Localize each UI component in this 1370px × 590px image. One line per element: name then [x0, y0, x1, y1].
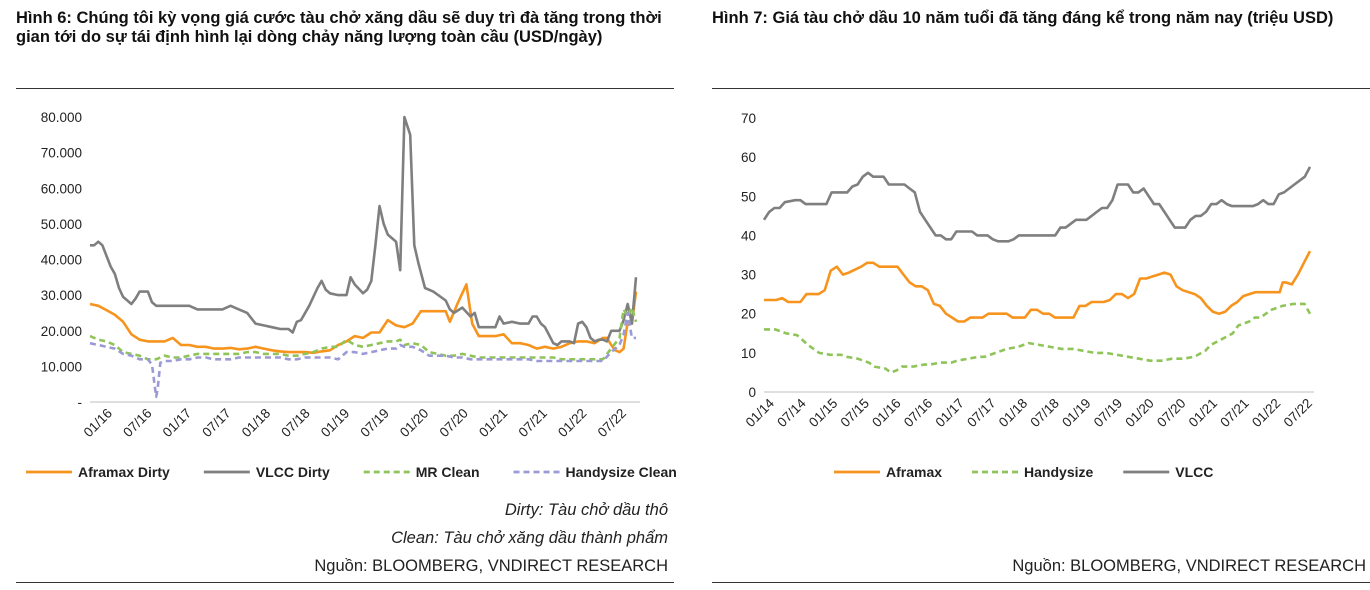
- fig6-x-tick-label: 01/19: [318, 406, 353, 441]
- figure-6-title: Hình 6: Chúng tôi kỳ vọng giá cước tàu c…: [16, 9, 662, 46]
- figure-7-chart: 0 10 20 30 40 50 60 70 01/1407/1401/1507/1501/16…: [741, 111, 1316, 480]
- fig6-series-line-vlcc-dirty: [90, 115, 638, 347]
- fig6-y-tick-label: 30.000: [41, 288, 82, 303]
- fig7-series-line-handysize: [764, 302, 1312, 374]
- fig6-legend-label-mr-clean: MR Clean: [416, 464, 480, 480]
- fig6-x-tick-label: 07/17: [199, 406, 234, 441]
- fig6-x-tick-label: 07/22: [595, 406, 630, 441]
- fig6-legend-label-vlcc-dirty: VLCC Dirty: [256, 464, 330, 480]
- fig6-y-tick-label: 70.000: [41, 146, 82, 161]
- fig7-x-tick-label: 01/20: [1122, 396, 1157, 431]
- fig6-y-tick-label: 60.000: [41, 181, 82, 196]
- fig7-x-tick-label: 07/19: [1091, 396, 1126, 431]
- fig6-series-line-mr-clean: [89, 306, 638, 361]
- figure-7-panel: Hình 7: Giá tàu chở dầu 10 năm tuổi đã t…: [712, 0, 1370, 590]
- dirty-note: Dirty: Tàu chở dầu thô: [504, 501, 668, 519]
- fig6-x-tick-label: 01/16: [81, 406, 116, 441]
- figure-6-chart: - 10.000 20.000 30.000 40.000 50.000 60.000 70.…: [26, 110, 677, 480]
- fig6-x-tick-label: 01/18: [239, 406, 274, 441]
- fig7-y-tick-label: 10: [741, 346, 756, 361]
- fig7-y-tick-label: 20: [741, 307, 756, 322]
- fig6-x-tick-label: 07/19: [357, 406, 392, 441]
- fig7-x-tick-label: 07/18: [1027, 396, 1062, 431]
- fig6-legend-label-handysize-clean: Handysize Clean: [566, 464, 677, 480]
- fig7-x-tick-label: 01/21: [1186, 396, 1221, 431]
- figure-6-source: Nguồn: BLOOMBERG, VNDIRECT RESEARCH: [314, 557, 668, 575]
- fig7-x-tick-label: 07/22: [1281, 396, 1316, 431]
- fig7-y-tick-label: 60: [741, 150, 756, 165]
- figure-7-top-rule: [712, 88, 1370, 89]
- fig7-legend-label-vlcc: VLCC: [1175, 464, 1213, 480]
- fig7-y-tick-label: 70: [741, 111, 756, 126]
- fig7-x-tick-label: 07/16: [901, 396, 936, 431]
- fig7-x-tick-label: 07/15: [838, 396, 873, 431]
- fig7-x-tick-label: 01/17: [932, 396, 967, 431]
- fig6-y-tick-label: 10.000: [41, 359, 82, 374]
- fig6-x-tick-label: 07/21: [516, 406, 551, 441]
- fig7-x-tick-label: 07/21: [1217, 396, 1252, 431]
- fig7-legend-label-aframax: Aframax: [886, 464, 942, 480]
- figure-7-title: Hình 7: Giá tàu chở dầu 10 năm tuổi đã t…: [712, 9, 1334, 27]
- fig6-x-tick-label: 01/20: [397, 406, 432, 441]
- fig7-x-tick-label: 01/14: [743, 395, 778, 430]
- fig7-x-tick-label: 01/19: [1059, 396, 1094, 431]
- fig6-x-tick-label: 07/18: [278, 406, 313, 441]
- fig7-x-tick-label: 01/15: [806, 396, 841, 431]
- fig7-x-tick-label: 01/18: [996, 396, 1031, 431]
- fig6-y-tick-label: 50.000: [41, 217, 82, 232]
- fig7-y-tick-label: 30: [741, 268, 756, 283]
- clean-note: Clean: Tàu chở xăng dầu thành phẩm: [391, 529, 668, 547]
- fig7-x-tick-label: 07/14: [774, 395, 809, 430]
- fig7-series-line-vlcc: [762, 166, 1312, 243]
- fig6-x-tick-label: 07/16: [120, 406, 155, 441]
- fig6-x-tick-label: 01/22: [555, 406, 590, 441]
- fig6-x-tick-label: 01/21: [476, 406, 511, 441]
- fig7-x-tick-label: 01/16: [869, 396, 904, 431]
- fig7-legend-label-handysize: Handysize: [1024, 464, 1093, 480]
- figure-6-bottom-rule: [16, 582, 674, 583]
- fig6-y-tick-label: 80.000: [41, 110, 82, 125]
- figure-6-top-rule: [16, 88, 674, 89]
- fig6-x-tick-label: 07/20: [436, 406, 471, 441]
- fig6-x-tick-label: 01/17: [160, 406, 195, 441]
- figure-7-source: Nguồn: BLOOMBERG, VNDIRECT RESEARCH: [1012, 557, 1366, 575]
- fig7-x-tick-label: 01/22: [1249, 396, 1284, 431]
- fig7-y-tick-label: 0: [748, 385, 756, 400]
- figure-7-bottom-rule: [712, 582, 1370, 583]
- fig7-series-line-aframax: [764, 250, 1312, 323]
- fig6-legend-label-aframax-dirty: Aframax Dirty: [78, 464, 170, 480]
- fig6-y-tick-label: 40.000: [41, 253, 82, 268]
- fig7-x-tick-label: 07/20: [1154, 396, 1189, 431]
- fig7-x-tick-label: 07/17: [964, 396, 999, 431]
- fig7-y-tick-label: 50: [741, 189, 756, 204]
- figure-6-panel: Hình 6: Chúng tôi kỳ vọng giá cước tàu c…: [0, 0, 680, 590]
- fig7-y-tick-label: 40: [741, 228, 756, 243]
- fig6-y-tick-label: -: [78, 395, 83, 410]
- fig6-y-tick-label: 20.000: [41, 324, 82, 339]
- fig6-series-line-handysize-clean: [89, 311, 636, 398]
